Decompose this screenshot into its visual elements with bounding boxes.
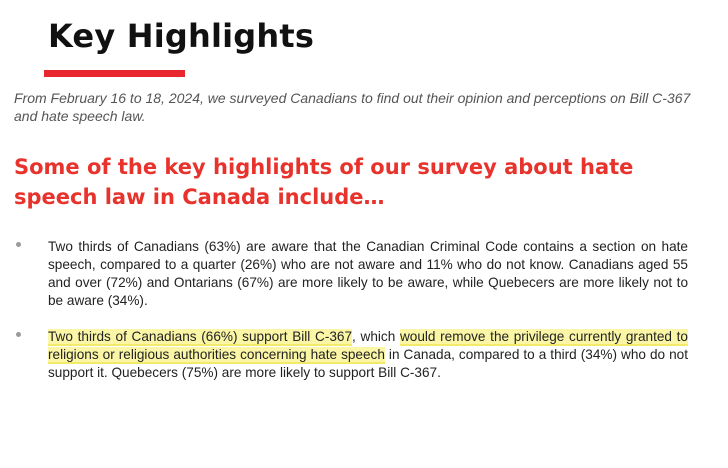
highlighted-text: Two thirds of Canadians (66%) support Bi… [48, 329, 353, 346]
bullet-dot-icon [16, 332, 21, 337]
list-item: Two thirds of Canadians (66%) support Bi… [0, 328, 728, 382]
page-title: Key Highlights [48, 17, 315, 55]
bullet-text: Two thirds of Canadians (63%) are aware … [48, 239, 688, 308]
bullet-dot-icon [16, 242, 21, 247]
bullet-text: Two thirds of Canadians (66%) support Bi… [48, 328, 688, 382]
highlights-subheading: Some of the key highlights of our survey… [14, 155, 634, 209]
plain-text: , which [352, 329, 400, 344]
highlights-list: Two thirds of Canadians (63%) are aware … [0, 238, 728, 400]
list-item: Two thirds of Canadians (63%) are aware … [0, 238, 728, 310]
title-underline [44, 70, 185, 77]
intro-text: From February 16 to 18, 2024, we surveye… [14, 90, 691, 124]
plain-text: in Canada, compared to a third (34%) who… [48, 347, 689, 380]
